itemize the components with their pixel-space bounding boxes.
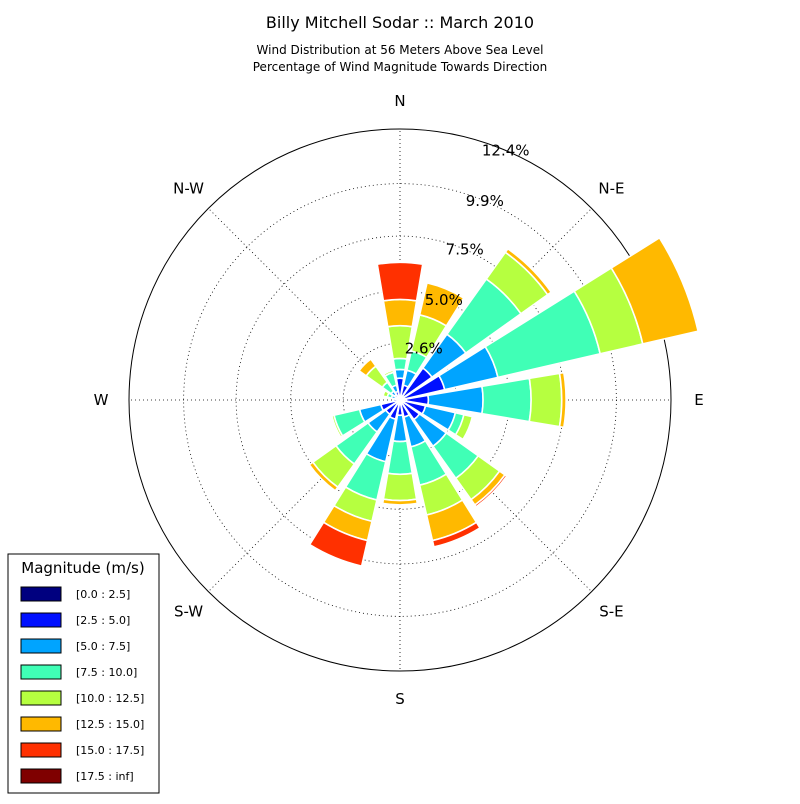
ring-label: 9.9% bbox=[466, 192, 504, 210]
legend-item: [10.0 : 12.5] bbox=[20, 690, 144, 706]
direction-stack bbox=[382, 389, 401, 401]
legend-swatch bbox=[20, 690, 62, 706]
bar-segment bbox=[558, 371, 567, 429]
legend-swatch bbox=[20, 742, 62, 758]
direction-label: S-W bbox=[174, 602, 203, 620]
bar-segment bbox=[528, 372, 563, 428]
direction-label: S bbox=[395, 690, 405, 708]
legend-item: [0.0 : 2.5] bbox=[20, 586, 130, 602]
direction-stack bbox=[399, 399, 474, 441]
legend-label: [15.0 : 17.5] bbox=[76, 744, 144, 757]
chart-subtitle-line-1: Wind Distribution at 56 Meters Above Sea… bbox=[257, 43, 544, 57]
direction-stack bbox=[376, 261, 424, 401]
direction-stack bbox=[399, 247, 553, 401]
legend-label: [7.5 : 10.0] bbox=[76, 666, 137, 679]
bar-segment bbox=[473, 473, 508, 508]
bar-segment bbox=[454, 413, 474, 441]
ring-label: 5.0% bbox=[425, 291, 463, 309]
direction-stack bbox=[399, 371, 567, 429]
direction-stack bbox=[308, 399, 401, 492]
bar-segment bbox=[381, 498, 419, 506]
legend-item: [15.0 : 17.5] bbox=[20, 742, 144, 758]
bar-segment bbox=[308, 461, 339, 492]
direction-label: W bbox=[94, 391, 109, 409]
direction-stack bbox=[330, 399, 401, 439]
bar-segment bbox=[480, 377, 532, 423]
bar-segment bbox=[610, 236, 700, 345]
legend-swatch bbox=[20, 638, 62, 654]
bar-segment bbox=[330, 414, 344, 439]
bar-segment bbox=[504, 247, 553, 296]
legend-title: Magnitude (m/s) bbox=[21, 559, 144, 577]
legend-label: [12.5 : 15.0] bbox=[76, 718, 144, 731]
direction-label: S-E bbox=[599, 602, 623, 620]
direction-labels: N N-E E S-E S S-W W N-W bbox=[94, 92, 704, 708]
legend: Magnitude (m/s) [0.0 : 2.5] [2.5 : 5.0] [5… bbox=[7, 553, 160, 794]
chart-title: Billy Mitchell Sodar :: March 2010 bbox=[266, 13, 534, 32]
direction-label: N-E bbox=[598, 180, 624, 198]
bar-segment bbox=[382, 472, 418, 502]
direction-stack bbox=[381, 399, 419, 506]
legend-label: [0.0 : 2.5] bbox=[76, 588, 130, 601]
direction-stack bbox=[357, 357, 401, 401]
bar-segment bbox=[382, 298, 418, 328]
direction-stack bbox=[399, 399, 482, 548]
bar-segment bbox=[418, 281, 465, 327]
bar-segment bbox=[392, 357, 408, 371]
direction-stack bbox=[399, 281, 465, 401]
legend-items: [0.0 : 2.5] [2.5 : 5.0] [5.0 : 7.5] [7.5 : … bbox=[20, 586, 144, 784]
legend-item: [7.5 : 10.0] bbox=[20, 664, 137, 680]
bar-segment bbox=[386, 440, 414, 476]
direction-label: N bbox=[394, 92, 405, 110]
windrose-bars bbox=[308, 236, 700, 568]
grid-ring bbox=[128, 128, 672, 672]
bar-segment bbox=[357, 357, 378, 378]
legend-item: [17.5 : inf] bbox=[20, 768, 134, 784]
legend-item: [2.5 : 5.0] bbox=[20, 612, 130, 628]
legend-label: [10.0 : 12.5] bbox=[76, 692, 144, 705]
ring-label: 2.6% bbox=[405, 340, 443, 358]
direction-stack bbox=[308, 399, 401, 568]
legend-swatch bbox=[20, 716, 62, 732]
direction-stack bbox=[399, 236, 700, 401]
ring-labels: 2.6% 5.0% 7.5% 9.9% 12.4% bbox=[405, 142, 530, 358]
bar-segment bbox=[376, 261, 424, 302]
legend-label: [5.0 : 7.5] bbox=[76, 640, 130, 653]
legend-swatch bbox=[20, 612, 62, 628]
legend-label: [2.5 : 5.0] bbox=[76, 614, 130, 627]
bar-segment bbox=[431, 521, 482, 548]
bar-segment bbox=[394, 368, 406, 380]
direction-label: N-W bbox=[173, 180, 204, 198]
bar-segment bbox=[308, 521, 369, 568]
ring-label: 12.4% bbox=[482, 142, 530, 160]
ring-label: 7.5% bbox=[446, 241, 484, 259]
bar-segment bbox=[382, 389, 390, 399]
legend-label: [17.5 : inf] bbox=[76, 770, 134, 783]
direction-stack bbox=[382, 369, 401, 401]
legend-swatch bbox=[20, 664, 62, 680]
legend-swatch bbox=[20, 768, 62, 784]
legend-swatch bbox=[20, 586, 62, 602]
bar-segment bbox=[382, 369, 395, 378]
legend-item: [5.0 : 7.5] bbox=[20, 638, 130, 654]
direction-label: E bbox=[694, 391, 703, 409]
chart-subtitle-line-2: Percentage of Wind Magnitude Towards Dir… bbox=[253, 60, 547, 74]
legend-item: [12.5 : 15.0] bbox=[20, 716, 144, 732]
